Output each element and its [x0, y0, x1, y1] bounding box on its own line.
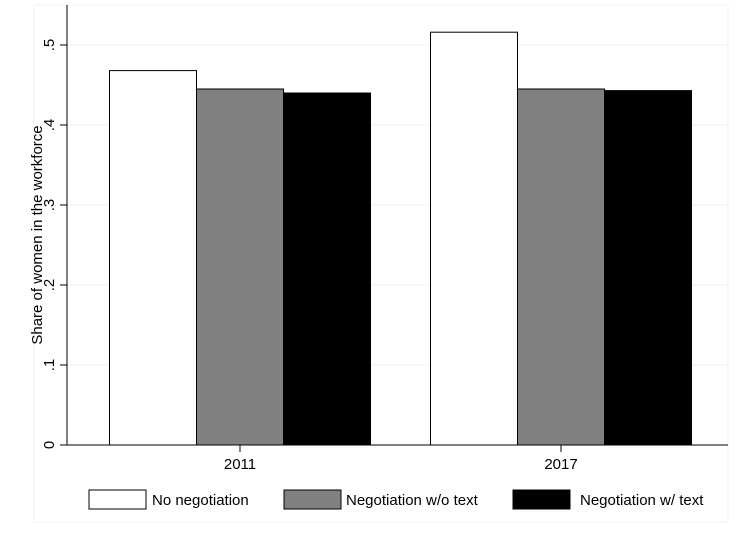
legend-label: Negotiation w/ text [580, 492, 704, 509]
bar [109, 70, 197, 446]
y-tick-label: .3 [41, 199, 58, 212]
y-tick-label: .2 [41, 279, 58, 292]
y-tick-label: .4 [41, 119, 58, 132]
x-axis-ticks: 2011 2017 [224, 445, 578, 473]
bar [430, 31, 518, 446]
bar [283, 92, 371, 446]
y-axis-title: Share of women in the workforce [29, 125, 46, 344]
bar [517, 88, 605, 446]
legend-label: Negotiation w/o text [346, 492, 479, 509]
x-tick-label: 2011 [224, 456, 256, 473]
y-tick-label: 0 [41, 441, 58, 449]
legend-swatch [283, 489, 342, 510]
y-tick-label: .5 [41, 39, 58, 52]
legend-swatch [512, 489, 571, 510]
y-axis-ticks: 0 .1 .2 .3 .4 .5 [41, 39, 67, 449]
bar [604, 90, 692, 446]
legend-swatch [88, 489, 147, 510]
bar [196, 88, 284, 446]
bars [109, 31, 692, 446]
legend-label: No negotiation [152, 492, 249, 509]
chart-frame [33, 4, 729, 523]
y-tick-label: .1 [41, 359, 58, 372]
x-tick-label: 2017 [544, 456, 577, 473]
legend: No negotiation Negotiation w/o text Negoti… [88, 489, 704, 510]
